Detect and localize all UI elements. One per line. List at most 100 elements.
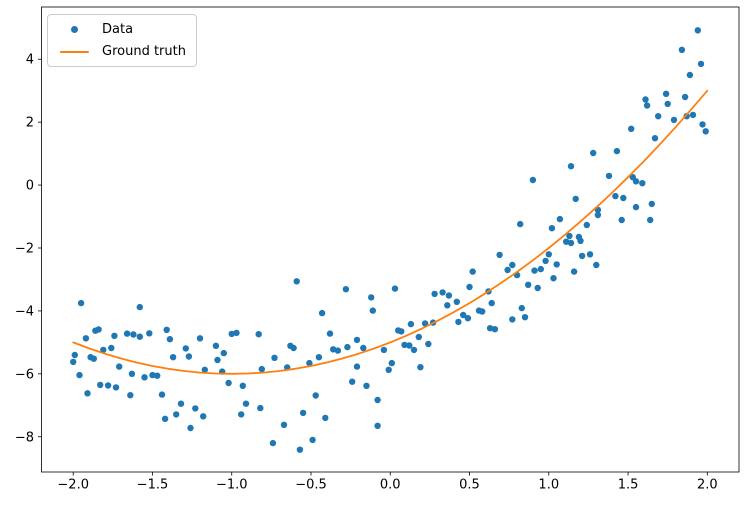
data-point <box>628 125 635 132</box>
data-point <box>290 344 297 352</box>
x-tick-label: 1.0 <box>538 478 559 493</box>
y-tick-label: −8 <box>15 430 34 445</box>
data-point <box>466 283 473 291</box>
data-point <box>111 332 118 339</box>
data-point <box>398 328 405 335</box>
data-point <box>683 113 690 120</box>
data-point <box>154 372 161 379</box>
legend-label-data: Data <box>102 22 134 37</box>
data-point <box>299 409 307 417</box>
data-point <box>239 382 246 389</box>
data-point <box>518 304 525 312</box>
data-point <box>556 215 564 223</box>
data-point <box>410 346 418 354</box>
data-point <box>417 364 424 371</box>
data-point <box>318 309 326 317</box>
data-point <box>444 302 451 309</box>
data-point <box>453 298 460 305</box>
data-point <box>531 267 538 274</box>
data-point <box>130 331 137 338</box>
data-point <box>542 257 549 265</box>
data-point <box>369 307 376 314</box>
data-point <box>158 391 166 398</box>
x-tick-label: 2.0 <box>697 478 718 493</box>
x-axis: −2.0 −1.5 −1.0 −0.5 0.0 0.5 1.0 1.5 2.0 <box>57 472 718 493</box>
data-point <box>689 111 697 119</box>
data-point <box>90 355 98 362</box>
data-point <box>112 384 120 391</box>
data-point <box>632 203 640 211</box>
data-point <box>425 340 432 348</box>
data-point <box>613 147 621 155</box>
data-point <box>509 316 516 323</box>
data-point <box>496 251 503 259</box>
data-point <box>334 347 342 354</box>
data-point <box>594 211 602 219</box>
data-point <box>136 303 143 311</box>
data-point <box>271 354 278 361</box>
data-point <box>349 378 356 385</box>
data-point <box>380 346 388 354</box>
y-tick-label: −6 <box>15 367 34 382</box>
data-point <box>525 281 532 288</box>
data-point <box>681 93 689 101</box>
data-point <box>360 344 367 352</box>
x-tick-label: −2.0 <box>57 478 89 493</box>
data-marker-icon <box>71 26 78 33</box>
data-point <box>353 336 361 344</box>
data-point <box>136 333 143 340</box>
data-point <box>84 390 91 397</box>
data-point <box>563 238 570 245</box>
y-tick-label: −2 <box>15 241 34 256</box>
data-point <box>363 382 370 389</box>
data-point <box>257 404 264 412</box>
data-point <box>620 194 627 202</box>
y-tick-label: 4 <box>26 53 34 68</box>
legend: Data Ground truth <box>47 14 197 67</box>
data-point <box>567 163 575 170</box>
data-point <box>553 261 560 268</box>
data-point <box>108 344 115 352</box>
data-point <box>258 365 265 373</box>
data-point <box>632 178 640 185</box>
data-point <box>509 261 516 269</box>
data-point <box>570 268 578 275</box>
data-point <box>228 330 235 338</box>
data-point <box>173 411 180 418</box>
x-tick-label: 0.0 <box>380 478 401 493</box>
data-point <box>567 239 575 247</box>
data-point <box>439 289 446 296</box>
data-point <box>233 329 240 337</box>
data-point <box>469 268 476 275</box>
data-point <box>460 311 467 319</box>
data-point <box>70 358 77 366</box>
data-point <box>127 392 134 399</box>
data-point <box>455 318 462 326</box>
data-point <box>238 411 245 418</box>
data-point <box>242 400 250 407</box>
axes-spines <box>41 6 740 473</box>
data-point <box>545 251 552 258</box>
data-point <box>590 149 597 157</box>
data-point <box>572 195 579 203</box>
data-point <box>97 381 104 389</box>
data-point <box>280 421 288 428</box>
legend-label-ground-truth: Ground truth <box>102 44 186 59</box>
data-point <box>642 96 649 103</box>
data-point <box>670 116 678 124</box>
data-point <box>488 299 495 307</box>
data-point <box>342 286 350 293</box>
data-point <box>201 366 208 373</box>
data-point <box>182 345 189 352</box>
data-point <box>255 331 262 338</box>
data-point <box>315 354 323 361</box>
data-point <box>128 370 136 377</box>
y-axis: −8 −6 −4 −2 0 2 4 <box>15 53 42 445</box>
data-point <box>100 346 107 354</box>
data-point <box>529 176 537 184</box>
data-point <box>141 374 148 381</box>
data-point <box>214 356 221 364</box>
data-point <box>401 341 408 349</box>
data-point <box>161 415 169 422</box>
